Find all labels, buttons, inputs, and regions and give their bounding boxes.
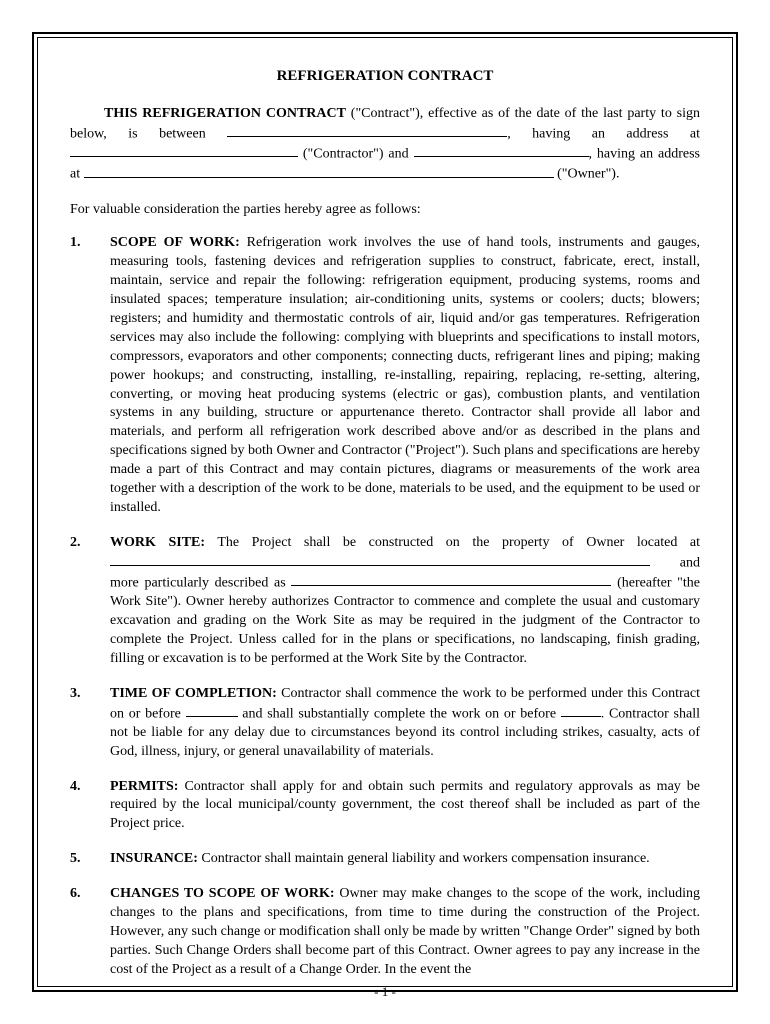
section-body-6: CHANGES TO SCOPE OF WORK: Owner may make… [110, 885, 700, 979]
intro-lead-bold: THIS REFRIGERATION CONTRACT [104, 106, 346, 121]
blank-address-1[interactable] [70, 144, 298, 157]
section-4: 4. PERMITS: Contractor shall apply for a… [70, 778, 700, 835]
blank-party-2[interactable] [414, 144, 589, 157]
intro-text-3: ("Contractor") and [298, 146, 414, 161]
section-text-4: Contractor shall apply for and obtain su… [110, 779, 700, 832]
section-num-3: 3. [70, 685, 110, 762]
section-num-6: 6. [70, 885, 110, 979]
section-body-1: SCOPE OF WORK: Refrigeration work involv… [110, 234, 700, 517]
blank-party-1[interactable] [227, 124, 507, 137]
section-text-1: Refrigeration work involves the use of h… [110, 235, 700, 514]
section-body-4: PERMITS: Contractor shall apply for and … [110, 778, 700, 835]
blank-start-date[interactable] [186, 704, 238, 717]
intro-paragraph: THIS REFRIGERATION CONTRACT ("Contract")… [70, 105, 700, 184]
intro-text-2: , having an address at [507, 126, 700, 141]
document-title: REFRIGERATION CONTRACT [70, 68, 700, 85]
blank-address-2[interactable] [84, 164, 554, 177]
section-heading-3: TIME OF COMPLETION: [110, 686, 277, 701]
section-heading-2: WORK SITE: [110, 535, 205, 550]
section-2: 2. WORK SITE: The Project shall be const… [70, 534, 700, 669]
sections-container: 1. SCOPE OF WORK: Refrigeration work inv… [70, 234, 700, 979]
blank-worksite-2[interactable] [291, 573, 611, 586]
consideration-text: For valuable consideration the parties h… [70, 202, 700, 218]
section-3-mid: and shall substantially complete the wor… [238, 706, 561, 721]
page-number: - 1 - [70, 980, 700, 1000]
section-num-5: 5. [70, 850, 110, 869]
section-1: 1. SCOPE OF WORK: Refrigeration work inv… [70, 234, 700, 517]
section-text-5: Contractor shall maintain general liabil… [198, 851, 650, 866]
section-heading-6: CHANGES TO SCOPE OF WORK: [110, 886, 335, 901]
section-num-2: 2. [70, 534, 110, 669]
section-heading-1: SCOPE OF WORK: [110, 235, 240, 250]
section-num-4: 4. [70, 778, 110, 835]
section-6: 6. CHANGES TO SCOPE OF WORK: Owner may m… [70, 885, 700, 979]
intro-text-5: ("Owner"). [554, 167, 620, 182]
section-5: 5. INSURANCE: Contractor shall maintain … [70, 850, 700, 869]
outer-border: REFRIGERATION CONTRACT THIS REFRIGERATIO… [32, 32, 738, 992]
section-heading-5: INSURANCE: [110, 851, 198, 866]
section-body-2: WORK SITE: The Project shall be construc… [110, 534, 700, 669]
section-heading-4: PERMITS: [110, 779, 178, 794]
blank-end-date[interactable] [561, 704, 601, 717]
section-2-pre: The Project shall be constructed on the … [205, 535, 700, 550]
blank-worksite-1[interactable] [110, 553, 650, 566]
section-body-3: TIME OF COMPLETION: Contractor shall com… [110, 685, 700, 762]
section-body-5: INSURANCE: Contractor shall maintain gen… [110, 850, 700, 869]
section-3: 3. TIME OF COMPLETION: Contractor shall … [70, 685, 700, 762]
section-num-1: 1. [70, 234, 110, 517]
inner-border: REFRIGERATION CONTRACT THIS REFRIGERATIO… [37, 37, 733, 987]
